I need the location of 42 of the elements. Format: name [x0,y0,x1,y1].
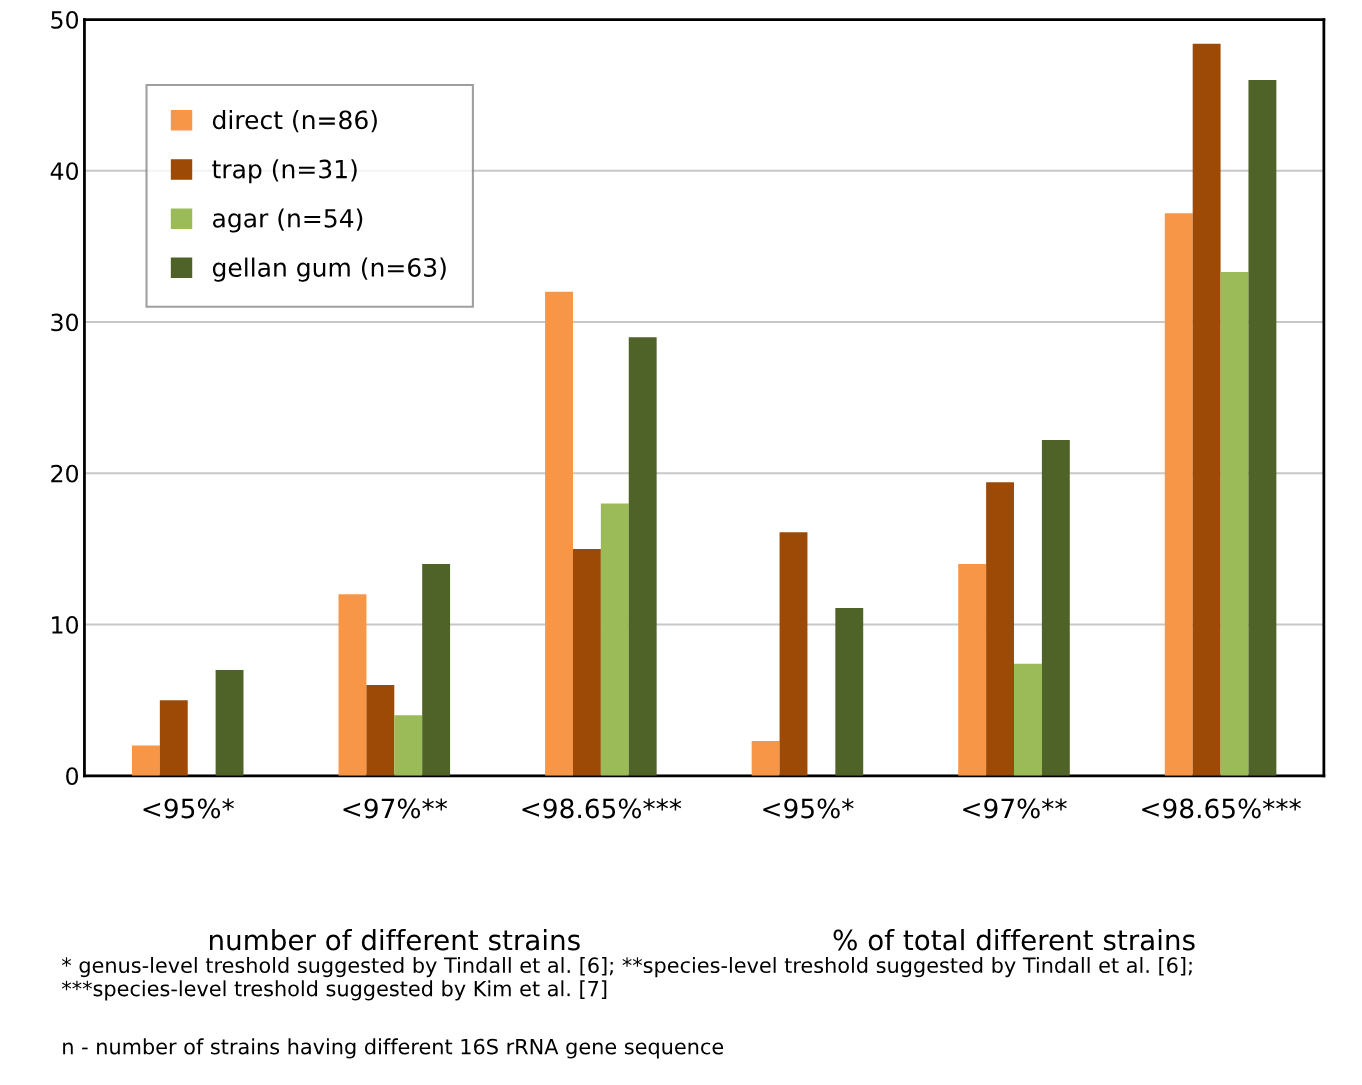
bar [366,685,395,776]
legend-label: agar (n=54) [213,208,363,233]
bar [1248,80,1277,776]
bar [779,532,808,776]
bar [958,564,987,776]
x-tick-label: <95%* [143,798,234,819]
x-tick-label: <98.65%*** [522,798,682,819]
bar [1192,43,1221,776]
bar [600,503,629,776]
bar [215,669,244,776]
x-tick-label: <97%** [343,798,448,819]
bar [1041,440,1070,776]
y-tick-label: 50 [51,10,79,29]
bar [835,607,864,776]
text: % of total different strains [833,929,1195,951]
y-tick-label: 0 [66,767,79,786]
bar [628,337,657,776]
bar [986,482,1015,776]
bar [545,291,573,776]
y-tick-label: 10 [52,615,79,634]
bar [131,745,160,776]
text: * genus-level treshold suggested by Tindall et al. [6]; **species-level treshold suggested by Tindall et al. [6]; ***species-level treshold suggested by Kim et al. [7] [61,956,1192,1001]
legend-label: direct (n=86) [212,109,377,133]
bar [1164,213,1193,776]
bar [422,564,451,776]
bar [572,548,601,776]
text: n - number of strains having different 16S rRNA gene sequence [63,1038,724,1059]
y-tick-label: 20 [51,464,79,483]
legend-label: gellan gum (n=63) [212,257,446,282]
text: number of different strains [210,929,580,951]
x-tick-label: <98.65%*** [1142,798,1301,819]
y-tick-label: 30 [51,313,79,332]
bar [394,715,423,776]
bar [338,594,367,776]
y-tick-label: 40 [50,162,79,181]
bar [1014,663,1042,776]
bar [751,740,780,776]
x-tick-label: <97%** [963,798,1067,819]
bar [1220,272,1249,776]
bar [159,700,188,776]
legend-label: trap (n=31) [212,159,357,184]
x-tick-label: <95%* [763,798,854,819]
